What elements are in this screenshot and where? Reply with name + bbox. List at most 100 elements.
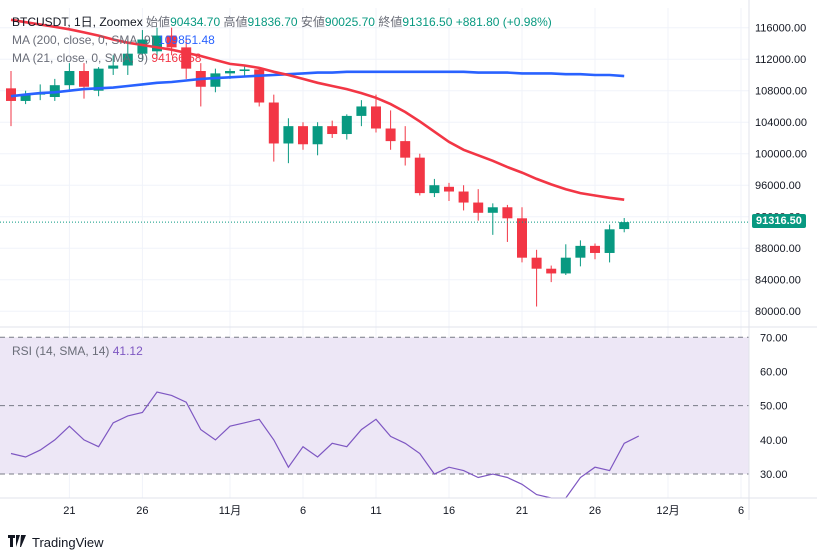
candle-body xyxy=(93,68,104,91)
candle[interactable] xyxy=(604,224,615,263)
candle-body xyxy=(473,202,484,213)
ma200-legend[interactable]: MA (200, close, 0, SMA, 9) 109851.48 xyxy=(12,32,215,48)
open-label: 始値 xyxy=(146,15,171,29)
price-tick-label: 116000.00 xyxy=(755,23,806,35)
candle-body xyxy=(517,218,527,258)
candle[interactable] xyxy=(575,240,586,267)
price-tick-label: 84000.00 xyxy=(755,275,801,287)
time-tick-label: 11月 xyxy=(219,505,241,517)
candle-body xyxy=(181,47,192,69)
candle[interactable] xyxy=(152,27,162,60)
time-tick-label: 21 xyxy=(63,505,75,517)
symbol-label[interactable]: BTCUSDT, 1日, Zoomex xyxy=(12,15,143,29)
rsi-value: 41.12 xyxy=(112,344,143,358)
candle-body xyxy=(385,128,396,142)
ma21-value: 94166.58 xyxy=(151,51,202,65)
candle[interactable] xyxy=(560,244,571,276)
candle[interactable] xyxy=(385,110,396,150)
candle[interactable] xyxy=(181,37,192,79)
candle[interactable] xyxy=(79,63,89,99)
candle-body xyxy=(268,102,279,144)
candle[interactable] xyxy=(254,67,265,107)
candle-body xyxy=(575,245,586,258)
candle[interactable] xyxy=(414,153,425,196)
candle-body xyxy=(560,257,571,274)
candle[interactable] xyxy=(64,63,75,91)
candle[interactable] xyxy=(531,249,542,307)
time-tick-label: 11 xyxy=(370,505,381,517)
candle-body xyxy=(327,126,338,135)
candle[interactable] xyxy=(619,218,630,233)
candle-body xyxy=(6,88,16,101)
candle[interactable] xyxy=(429,178,440,198)
candle[interactable] xyxy=(356,100,367,127)
candle[interactable] xyxy=(122,39,133,75)
rsi-axis: 30.00 40.00 50.00 60.00 70.00 xyxy=(760,332,788,481)
candle-body xyxy=(210,73,221,87)
candle[interactable] xyxy=(312,122,323,156)
candle[interactable] xyxy=(546,265,557,283)
ma21-legend[interactable]: MA (21, close, 0, SMA, 9) 94166.58 xyxy=(12,50,201,66)
candle-body xyxy=(254,69,265,103)
ma200-label: MA (200, close, 0, SMA, 9) xyxy=(12,33,155,47)
time-tick-label: 26 xyxy=(136,505,148,517)
close-value: 91316.50 xyxy=(402,15,453,29)
price-tick-label: 96000.00 xyxy=(755,180,801,192)
time-axis: 21 26 11月 6 11 16 21 26 12月 6 xyxy=(63,505,744,517)
price-tick-label: 100000.00 xyxy=(755,149,807,161)
rsi-tick-label: 50.00 xyxy=(760,401,788,413)
rsi-levels xyxy=(0,336,749,475)
high-value: 91836.70 xyxy=(247,15,298,29)
candle-body xyxy=(414,157,425,194)
rsi-legend[interactable]: RSI (14, SMA, 14) 41.12 xyxy=(12,343,143,359)
main-legend: BTCUSDT, 1日, Zoomex 始値90434.70 高値91836.7… xyxy=(12,14,552,30)
candle-body xyxy=(590,245,600,253)
candle[interactable] xyxy=(283,118,294,164)
candles xyxy=(6,27,630,307)
rsi-tick-label: 40.00 xyxy=(760,435,788,447)
candle-body xyxy=(122,53,133,66)
candle[interactable] xyxy=(341,114,352,140)
candle-body xyxy=(225,71,235,74)
candle-body xyxy=(137,39,148,54)
high-label: 高値 xyxy=(223,15,248,29)
candle[interactable] xyxy=(93,67,104,97)
last-price-tag: 91316.50 xyxy=(752,214,806,229)
candle-body xyxy=(312,126,323,145)
candle-body xyxy=(64,71,75,86)
tradingview-logo-icon[interactable] xyxy=(8,534,26,550)
candle[interactable] xyxy=(371,94,381,133)
rsi-tick-label: 30.00 xyxy=(760,469,788,481)
candle[interactable] xyxy=(487,203,498,235)
price-tick-label: 108000.00 xyxy=(755,86,807,98)
brand-name[interactable]: TradingView xyxy=(32,534,104,550)
candle[interactable] xyxy=(108,55,119,75)
candle[interactable] xyxy=(20,90,31,105)
candle-body xyxy=(298,126,308,145)
candle[interactable] xyxy=(473,189,484,221)
rsi-line xyxy=(10,391,640,499)
candle-body xyxy=(166,35,177,48)
candle[interactable] xyxy=(517,207,527,263)
candle[interactable] xyxy=(268,94,279,162)
footer: TradingView xyxy=(8,534,104,550)
candle[interactable] xyxy=(298,122,308,150)
ma21-label: MA (21, close, 0, SMA, 9) xyxy=(12,51,149,65)
candle-body xyxy=(152,35,162,52)
candle[interactable] xyxy=(458,185,469,211)
candle[interactable] xyxy=(444,182,454,201)
candle[interactable] xyxy=(502,204,513,242)
candle[interactable] xyxy=(400,126,411,166)
open-value: 90434.70 xyxy=(170,15,221,29)
candle[interactable] xyxy=(327,120,338,138)
low-label: 安値 xyxy=(300,15,325,29)
candle-body xyxy=(356,106,367,116)
candle[interactable] xyxy=(6,71,16,127)
candle[interactable] xyxy=(210,68,221,93)
candle[interactable] xyxy=(590,243,600,260)
time-tick-label: 26 xyxy=(589,505,601,517)
time-tick-label: 21 xyxy=(516,505,528,517)
candle-body xyxy=(429,185,440,194)
candle-body xyxy=(531,257,542,269)
